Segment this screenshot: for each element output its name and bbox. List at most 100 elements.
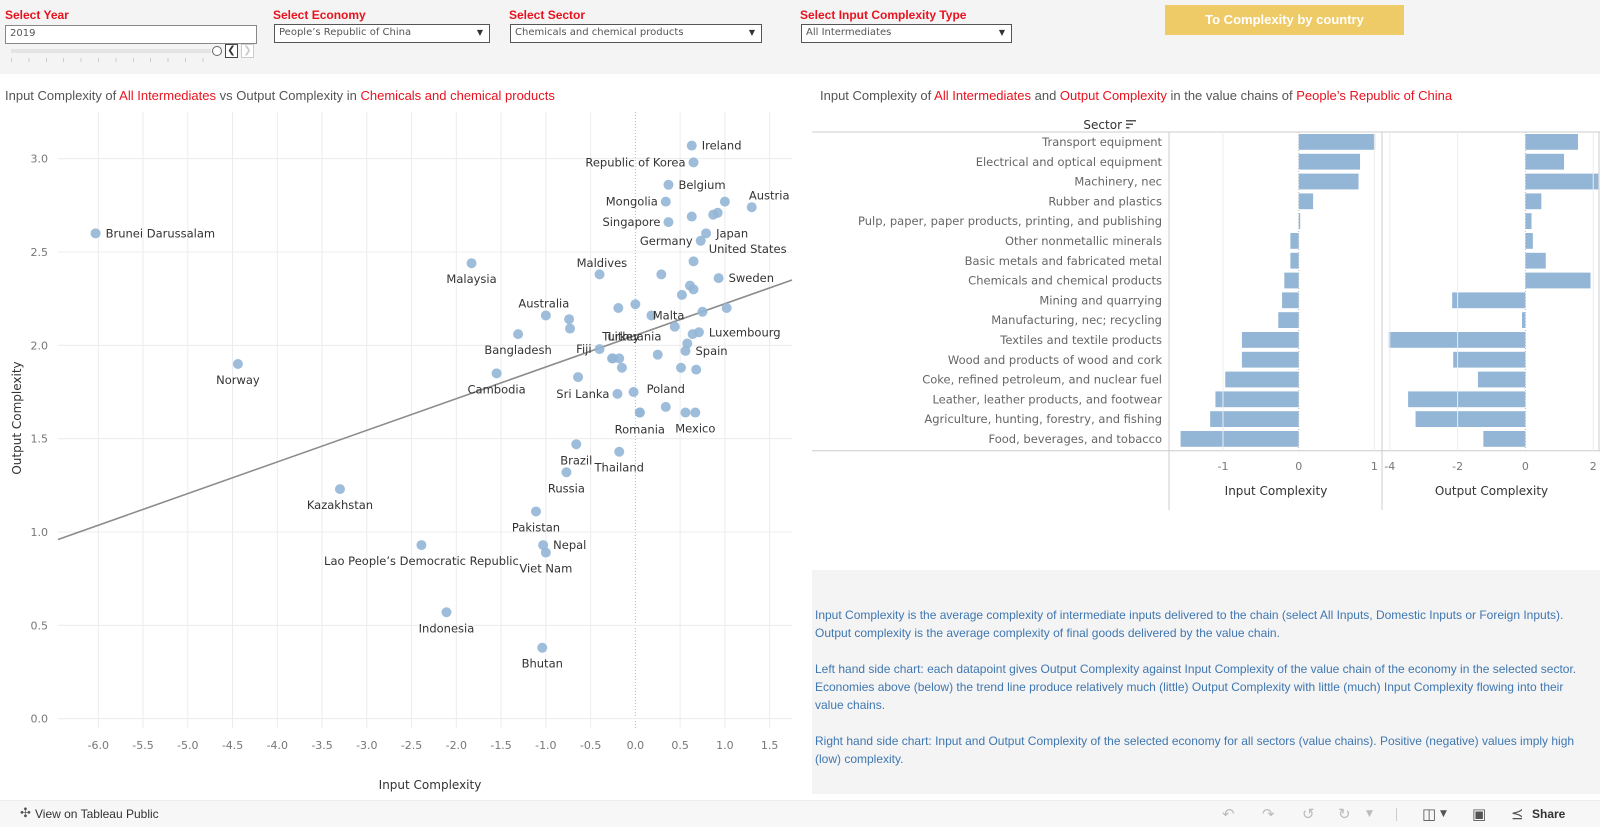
scatter-point[interactable] [530,506,541,517]
scatter-point[interactable] [697,306,708,317]
scatter-point[interactable] [660,401,671,412]
scatter-point[interactable] [561,467,572,478]
scatter-point[interactable] [663,217,674,228]
scatter-point[interactable] [676,289,687,300]
sector-select[interactable]: Chemicals and chemical products ▼ [510,24,762,43]
scatter-point[interactable] [630,299,641,310]
output-complexity-bar[interactable] [1522,312,1526,328]
input-complexity-bar[interactable] [1225,371,1299,388]
pause-dropdown-icon[interactable]: ▼ [1366,809,1373,819]
input-complexity-bar[interactable] [1241,332,1299,348]
scatter-point[interactable] [613,303,624,313]
scatter-point[interactable] [594,269,605,280]
scatter-point[interactable] [646,310,657,321]
input-type-select[interactable]: All Intermediates ▼ [801,24,1012,43]
year-next-button[interactable]: ❯ [241,44,254,58]
input-complexity-bar[interactable] [1290,252,1299,269]
year-slider-thumb[interactable] [212,46,222,56]
scatter-point[interactable] [466,258,477,269]
scatter-point[interactable] [656,269,667,280]
download-dropdown-icon[interactable]: ▼ [1440,809,1447,819]
scatter-point[interactable] [682,338,693,349]
input-complexity-bar[interactable] [1215,391,1299,408]
scatter-point[interactable] [695,235,706,246]
input-complexity-bar[interactable] [1298,173,1359,190]
year-input[interactable]: 2019 [5,25,257,44]
output-complexity-bar[interactable] [1477,371,1526,388]
input-complexity-bar[interactable] [1210,411,1299,427]
sort-icon[interactable] [1126,120,1136,129]
scatter-point[interactable] [686,140,697,151]
input-complexity-bar[interactable] [1180,431,1299,447]
input-complexity-bar[interactable] [1241,351,1299,368]
input-complexity-bar[interactable] [1278,312,1299,328]
share-button[interactable]: Share [1532,807,1566,821]
year-slider-track[interactable] [11,49,211,53]
scatter-point[interactable] [652,349,663,360]
scatter-point[interactable] [680,407,691,418]
scatter-point[interactable] [746,202,757,213]
scatter-point[interactable] [721,303,732,313]
scatter-point[interactable] [701,228,712,239]
scatter-point[interactable] [634,407,645,418]
scatter-point[interactable] [334,484,345,495]
output-complexity-bar[interactable] [1525,173,1599,190]
revert-icon[interactable]: ↺ [1302,805,1315,823]
scatter-point[interactable] [676,362,687,373]
redo-icon[interactable]: ↷ [1262,805,1275,823]
to-complexity-by-country-button[interactable]: To Complexity by country [1165,5,1404,35]
scatter-point[interactable] [565,323,576,334]
scatter-point[interactable] [491,368,502,379]
scatter-point[interactable] [571,439,582,450]
output-complexity-bar[interactable] [1525,252,1546,269]
input-complexity-bar[interactable] [1298,193,1314,210]
scatter-point[interactable] [564,314,575,325]
scatter-point[interactable] [687,329,698,340]
sector-column-header[interactable]: Sector [1083,118,1122,132]
scatter-point[interactable] [691,364,702,375]
scatter-point[interactable] [232,359,243,369]
scatter-point[interactable] [540,547,551,558]
download-icon[interactable]: ◫ [1422,805,1437,823]
view-on-tableau-public-link[interactable]: View on Tableau Public [35,807,159,821]
input-complexity-bar[interactable] [1298,213,1301,229]
input-complexity-bar[interactable] [1282,292,1299,309]
scatter-point[interactable] [680,345,691,356]
output-complexity-bar[interactable] [1415,411,1526,427]
scatter-point[interactable] [690,407,701,418]
refresh-icon[interactable]: ↻ [1338,805,1351,823]
scatter-point[interactable] [416,540,427,551]
output-complexity-bar[interactable] [1525,213,1532,229]
output-complexity-bar[interactable] [1452,292,1526,309]
scatter-point[interactable] [708,209,719,220]
input-complexity-bar[interactable] [1284,272,1299,289]
share-icon[interactable]: ⪯ [1511,805,1524,823]
scatter-point[interactable] [686,211,697,222]
scatter-point[interactable] [594,344,605,355]
scatter-point[interactable] [628,387,639,397]
scatter-point[interactable] [537,642,548,653]
output-complexity-bar[interactable] [1525,272,1591,289]
input-complexity-bar[interactable] [1298,153,1361,170]
output-complexity-bar[interactable] [1453,351,1526,368]
output-complexity-bar[interactable] [1525,153,1565,170]
output-complexity-bar[interactable] [1408,391,1526,408]
output-complexity-bar[interactable] [1483,431,1526,447]
scatter-point[interactable] [513,329,524,340]
input-complexity-bar[interactable] [1290,233,1299,249]
year-prev-button[interactable]: ❮ [225,44,238,58]
scatter-point[interactable] [616,362,627,373]
fullscreen-icon[interactable]: ▣ [1472,805,1487,823]
scatter-point[interactable] [669,321,680,332]
scatter-point[interactable] [713,273,724,284]
output-complexity-bar[interactable] [1525,233,1533,249]
output-complexity-bar[interactable] [1525,134,1578,150]
scatter-point[interactable] [90,228,101,239]
economy-select[interactable]: People’s Republic of China ▼ [274,24,490,43]
scatter-point[interactable] [441,607,452,618]
scatter-point[interactable] [688,157,699,168]
scatter-point[interactable] [612,388,623,399]
input-complexity-bar[interactable] [1298,134,1376,150]
scatter-point[interactable] [688,284,699,295]
scatter-point[interactable] [688,256,699,267]
